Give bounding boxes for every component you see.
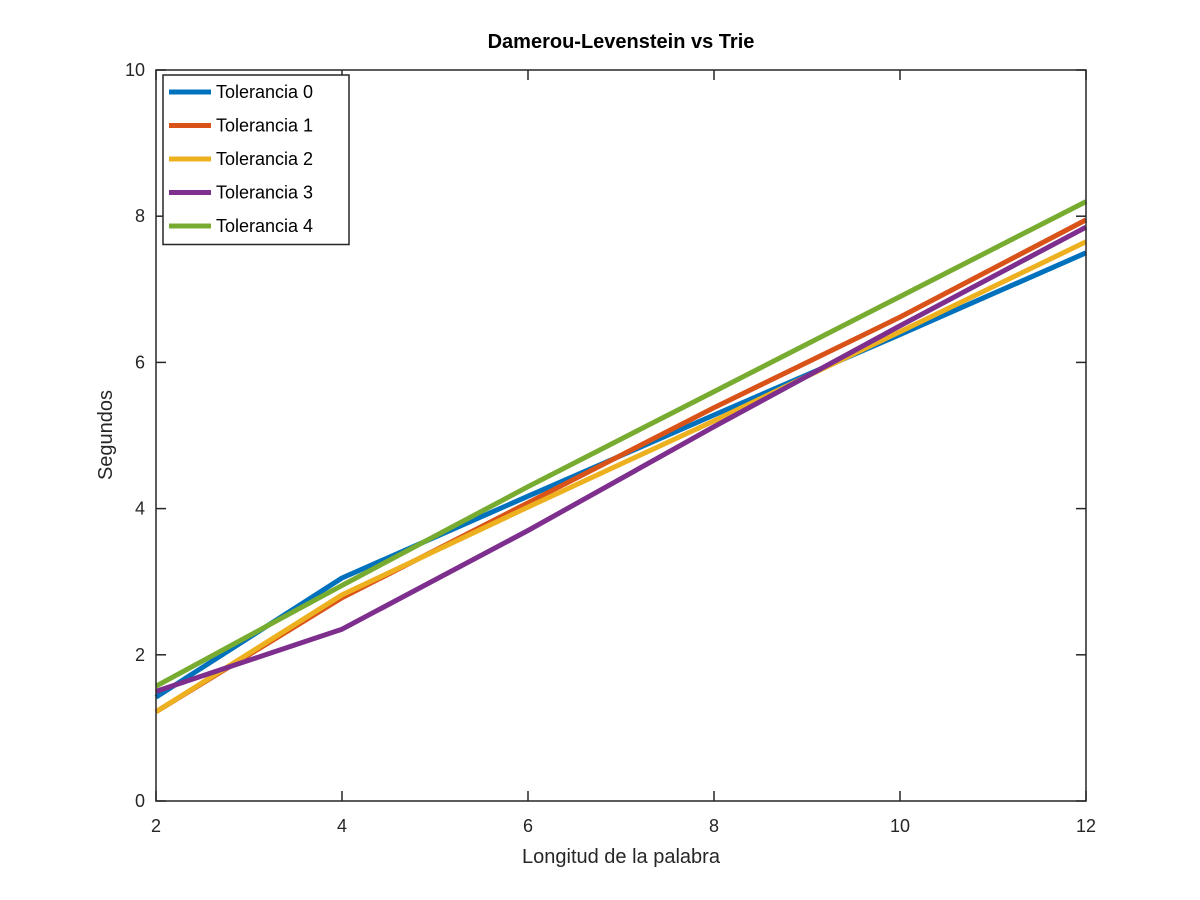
y-tick-label: 2 xyxy=(135,645,145,665)
x-tick-label: 10 xyxy=(890,816,910,836)
y-tick-label: 6 xyxy=(135,352,145,372)
axes xyxy=(155,69,1087,802)
legend-label-3: Tolerancia 3 xyxy=(216,183,313,203)
y-axis-ticks: 0 2 4 6 8 10 xyxy=(125,60,1086,811)
axes-box xyxy=(155,69,1087,802)
x-axis-label: Longitud de la palabra xyxy=(522,846,721,868)
x-tick-label: 2 xyxy=(151,816,161,836)
y-tick-label: 4 xyxy=(135,499,145,519)
y-tick-label: 10 xyxy=(125,60,145,80)
y-tick-label: 8 xyxy=(135,206,145,226)
x-tick-label: 8 xyxy=(709,816,719,836)
legend: Tolerancia 0 Tolerancia 1 Tolerancia 2 Tole… xyxy=(162,74,350,246)
legend-label-0: Tolerancia 0 xyxy=(216,82,313,102)
legend-label-2: Tolerancia 2 xyxy=(216,149,313,169)
series-line-2 xyxy=(154,239,1088,714)
y-tick-label: 0 xyxy=(135,791,145,811)
x-tick-label: 4 xyxy=(337,816,347,836)
series-line-4 xyxy=(154,199,1088,689)
x-axis-ticks: 2 4 6 8 10 12 xyxy=(151,70,1096,836)
x-tick-label: 6 xyxy=(523,816,533,836)
legend-label-4: Tolerancia 4 xyxy=(216,216,313,236)
plot-lines xyxy=(154,199,1088,714)
chart-title: Damerou-Levenstein vs Trie xyxy=(488,31,755,53)
y-axis-label: Segundos xyxy=(95,390,117,480)
series-line-3 xyxy=(155,224,1088,694)
legend-label-1: Tolerancia 1 xyxy=(216,116,313,136)
x-tick-label: 12 xyxy=(1076,816,1096,836)
